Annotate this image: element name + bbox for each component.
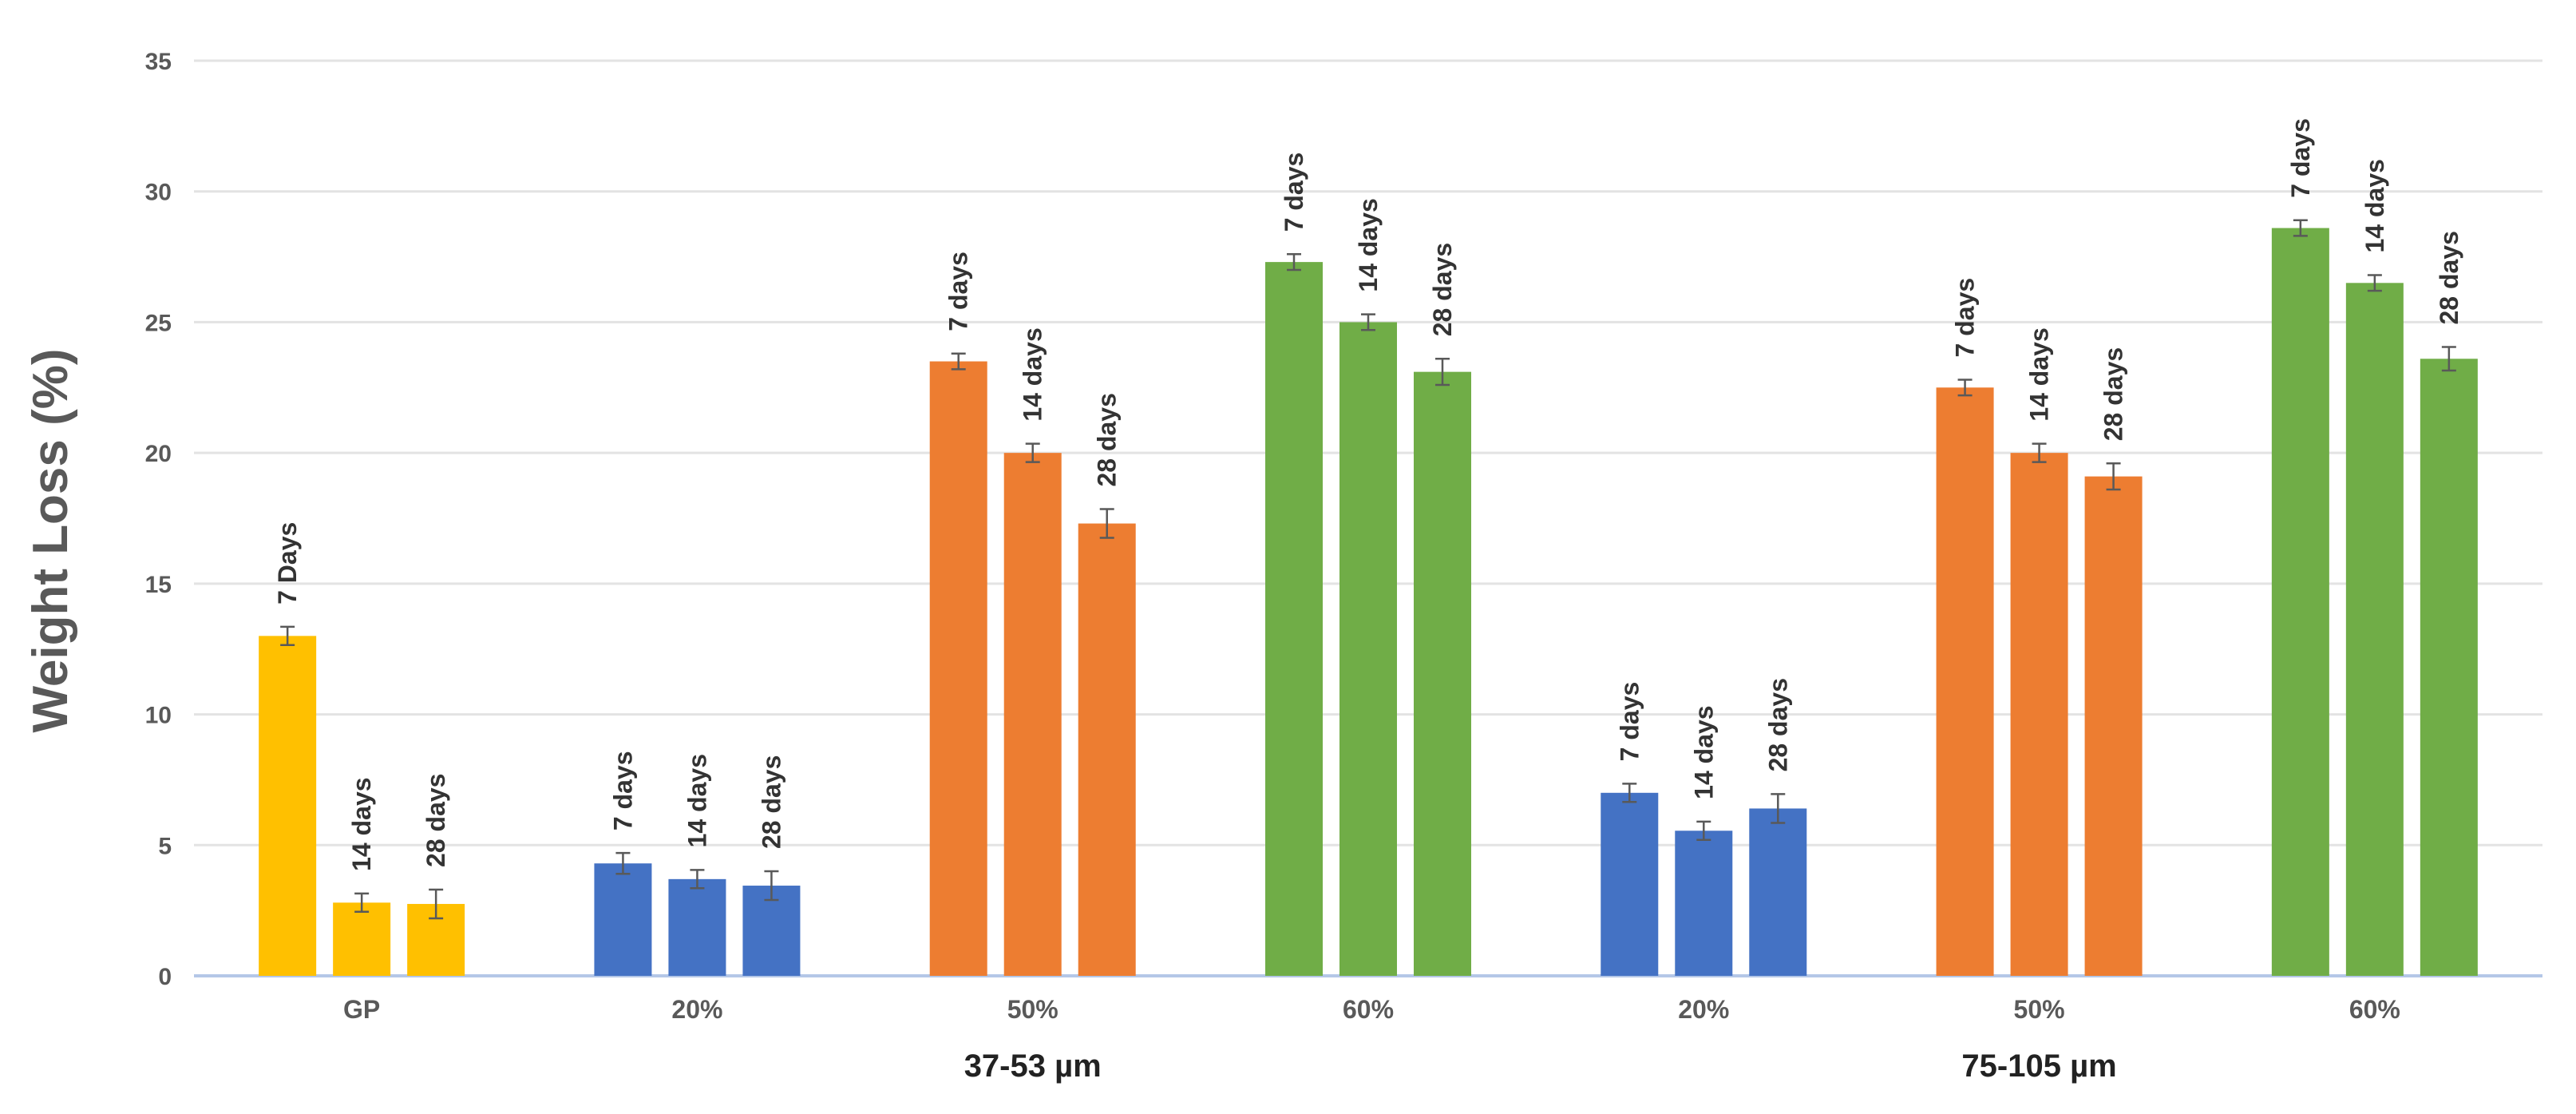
x-tick-label: 20% (1678, 995, 1729, 1024)
y-tick-label: 35 (145, 49, 172, 75)
bar (1749, 808, 1807, 976)
bar (929, 361, 987, 976)
bar-data-label: 14 days (1689, 705, 1718, 799)
bar-data-label: 7 days (944, 252, 973, 331)
bar (2420, 359, 2478, 977)
bar-data-label: 14 days (347, 777, 376, 870)
group-label: 75-105 µm (1961, 1049, 2116, 1084)
x-tick-label: 20% (671, 995, 722, 1024)
y-tick-label: 30 (145, 180, 172, 206)
bar-data-label: 7 days (2286, 118, 2315, 198)
bar-data-label: 28 days (2435, 231, 2463, 324)
group-label: 37-53 µm (964, 1049, 1102, 1084)
bar-data-label: 7 days (608, 751, 637, 831)
y-axis-title: Weight Loss (%) (23, 348, 78, 732)
bar (1078, 523, 1136, 976)
bar (668, 878, 726, 976)
bar (333, 902, 391, 976)
y-tick-label: 5 (158, 833, 172, 859)
bar-data-label: 14 days (683, 754, 711, 847)
bar-data-label: 28 days (757, 755, 785, 849)
y-tick-label: 15 (145, 572, 172, 598)
y-tick-label: 0 (158, 964, 172, 990)
x-tick-label: GP (343, 995, 380, 1024)
bar (2010, 453, 2068, 976)
bar-data-label: 28 days (1763, 678, 1792, 771)
bar-data-label: 28 days (1428, 243, 1457, 336)
y-tick-label: 20 (145, 441, 172, 467)
bar-data-label: 7 days (1951, 278, 1980, 358)
bar (1265, 262, 1323, 976)
bar (1675, 831, 1733, 976)
y-tick-label: 25 (145, 310, 172, 336)
bar-data-label: 14 days (2025, 327, 2054, 421)
bar (1936, 387, 1994, 976)
bar-data-label: 14 days (2360, 159, 2389, 252)
bar-data-label: 7 days (1280, 153, 1308, 232)
labels: 0 5 10 15 20 25 30 35 7 Days 14 days 28 days GP 7 da… (145, 49, 2463, 1084)
bar (2345, 283, 2404, 976)
bar-data-label: 7 Days (273, 522, 302, 605)
bars (259, 219, 2478, 977)
x-tick-label: 60% (1343, 995, 1394, 1024)
x-tick-label: 60% (2349, 995, 2400, 1024)
bar (2084, 476, 2143, 976)
bar-data-label: 14 days (1019, 327, 1047, 421)
bar-data-label: 28 days (421, 774, 450, 867)
x-tick-label: 50% (2014, 995, 2065, 1024)
bar (594, 863, 652, 976)
x-tick-label: 50% (1007, 995, 1058, 1024)
bar (2271, 228, 2329, 976)
bar-data-label: 7 days (1615, 682, 1644, 762)
bar (1414, 371, 1471, 976)
bar-data-label: 28 days (1093, 393, 1122, 486)
bar (259, 636, 317, 976)
bar-data-label: 28 days (2099, 347, 2128, 441)
y-tick-label: 10 (145, 703, 172, 729)
bar (1339, 322, 1397, 976)
bar-data-label: 14 days (1354, 198, 1383, 291)
bar (1003, 453, 1062, 976)
bar (1601, 792, 1659, 976)
